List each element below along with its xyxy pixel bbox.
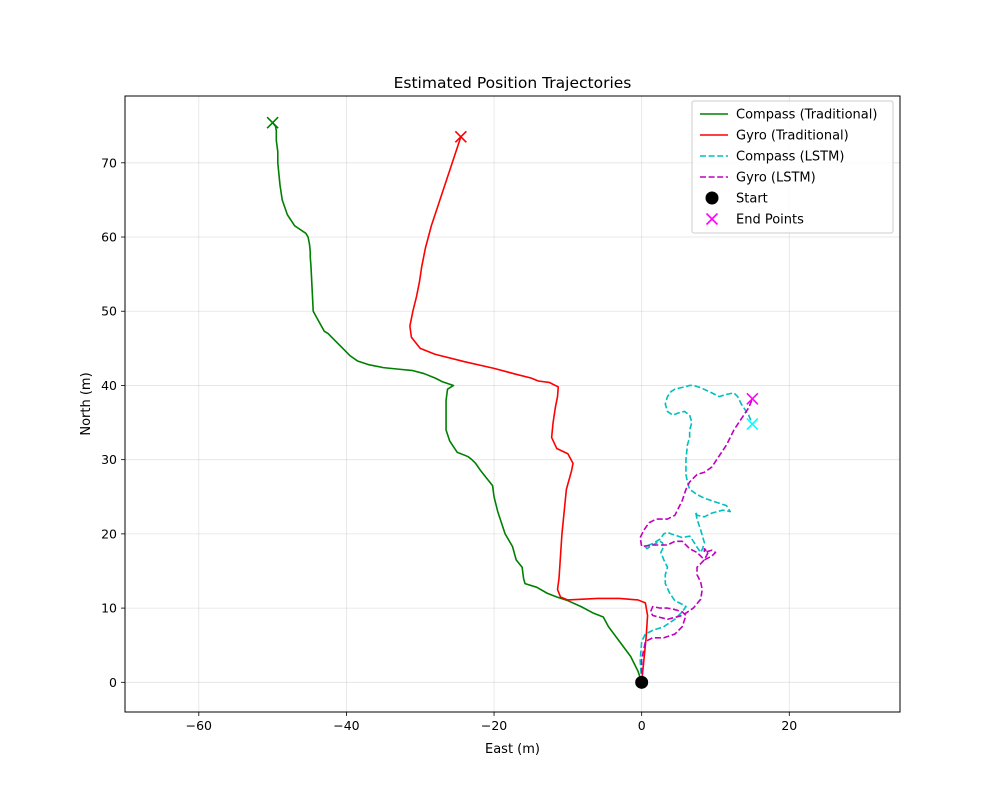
legend-box: [691, 100, 894, 234]
legend-entry: Gyro (Traditional): [700, 129, 849, 144]
legend-label: Compass (LSTM): [736, 150, 844, 165]
legend-entry: Start: [705, 191, 768, 207]
legend-label: Gyro (LSTM): [736, 171, 816, 186]
plot-frame: [124, 95, 901, 713]
legend: Compass (Traditional) Gyro (Traditional) C…: [691, 100, 894, 234]
series-line-3: [639, 398, 754, 683]
legend-entry: Gyro (LSTM): [700, 171, 816, 186]
x-tick-label: −40: [333, 718, 359, 733]
legend-entry: Compass (LSTM): [700, 150, 844, 165]
legend-swatch: [705, 212, 719, 226]
y-tick-label: 20: [101, 526, 117, 541]
series-line-1: [409, 136, 649, 683]
grid-lines: [125, 96, 900, 712]
legend-label: Start: [736, 192, 768, 207]
plot-markers: [266, 116, 759, 689]
legend-entry: End Points: [705, 212, 804, 228]
legend-swatch: [705, 191, 719, 205]
y-tick-label: 50: [101, 304, 117, 319]
y-axis-label: North (m): [79, 372, 94, 435]
legend-label: Gyro (Traditional): [736, 129, 849, 144]
start-marker: [635, 675, 649, 689]
x-tick-label: −20: [481, 718, 507, 733]
end-point-marker-1: [454, 130, 467, 143]
x-tick-label: −60: [186, 718, 212, 733]
x-tick-label: 20: [781, 718, 797, 733]
y-tick-label: 40: [101, 378, 117, 393]
x-axis-label: East (m): [485, 742, 540, 757]
series-line-2: [639, 384, 754, 683]
legend-label: Compass (Traditional): [736, 108, 877, 123]
end-point-marker-3: [746, 392, 759, 405]
series-line-0: [271, 122, 643, 683]
y-tick-label: 70: [101, 155, 117, 170]
legend-label: End Points: [736, 213, 804, 228]
y-tick-label: 0: [109, 675, 117, 690]
x-tick-label: 0: [638, 718, 646, 733]
axis-ticks: −60 −40 −20 0 20 0 10 20 30 40 50 60 70: [101, 155, 797, 733]
end-point-marker-2: [746, 417, 759, 431]
y-tick-label: 60: [101, 230, 117, 245]
legend-entry: Compass (Traditional): [700, 108, 877, 123]
plot-series: [271, 122, 754, 683]
end-point-marker-0: [266, 116, 279, 129]
chart-title: Estimated Position Trajectories: [394, 74, 632, 92]
y-tick-label: 10: [101, 601, 117, 616]
y-tick-label: 30: [101, 452, 117, 467]
